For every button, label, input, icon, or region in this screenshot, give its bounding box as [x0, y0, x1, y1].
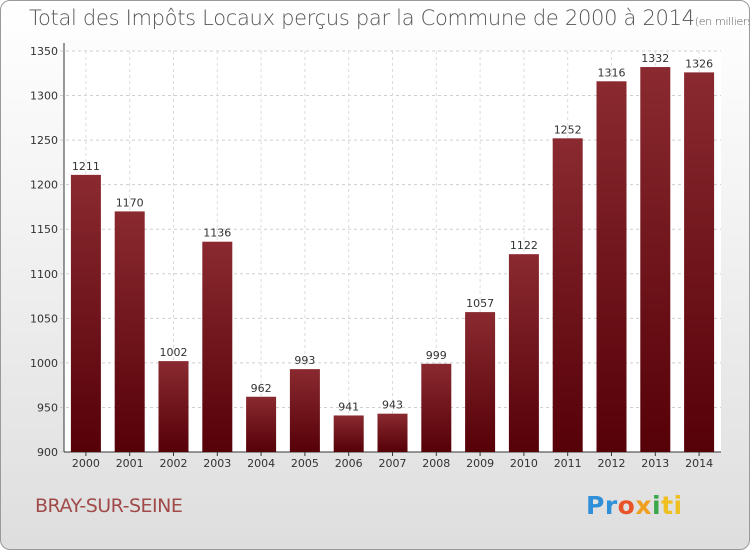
- data-label: 1332: [641, 52, 669, 65]
- bar-2009: [465, 312, 496, 452]
- y-tick-label: 950: [37, 401, 58, 414]
- logo-part-4: i: [651, 491, 662, 520]
- bar-2008: [421, 363, 452, 452]
- data-label: 1211: [72, 160, 100, 173]
- bar-2012: [596, 81, 627, 452]
- commune-name: BRAY-SUR-SEINE: [35, 495, 183, 517]
- y-tick-label: 1100: [30, 268, 58, 281]
- bar-2007: [377, 413, 408, 452]
- data-label: 1136: [203, 227, 231, 240]
- data-label: 962: [251, 382, 272, 395]
- y-tick-label: 1050: [30, 312, 58, 325]
- chart-title-unit: (en milliers d'€): [694, 15, 750, 28]
- y-tick-label: 1250: [30, 134, 58, 147]
- bar-2004: [246, 396, 277, 452]
- x-tick-label: 2002: [160, 457, 188, 470]
- bar-2003: [202, 241, 233, 452]
- x-tick-label: 2007: [379, 457, 407, 470]
- x-tick-label: 2011: [554, 457, 582, 470]
- x-tick-label: 2009: [466, 457, 494, 470]
- data-label: 943: [382, 399, 403, 412]
- x-tick-label: 2000: [72, 457, 100, 470]
- proxiti-logo[interactable]: Proxiti: [586, 491, 683, 520]
- y-tick-label: 1350: [30, 45, 58, 58]
- data-label: 1057: [466, 297, 494, 310]
- data-label: 941: [338, 400, 359, 413]
- x-tick-label: 2001: [116, 457, 144, 470]
- data-label: 993: [294, 354, 315, 367]
- x-tick-label: 2006: [335, 457, 363, 470]
- x-tick-label: 2010: [510, 457, 538, 470]
- x-tick-label: 2008: [422, 457, 450, 470]
- bar-2002: [158, 361, 189, 452]
- logo-part-5: ti: [661, 491, 683, 520]
- chart-title: Total des Impôts Locaux perçus par la Co…: [29, 6, 750, 30]
- bar-2005: [289, 369, 320, 452]
- bar-2001: [114, 211, 145, 452]
- x-tick-label: 2012: [598, 457, 626, 470]
- bar-2006: [333, 415, 364, 452]
- y-tick-label: 1150: [30, 223, 58, 236]
- data-label: 1316: [598, 66, 626, 79]
- logo-part-3: x: [635, 491, 652, 520]
- y-tick-label: 1300: [30, 90, 58, 103]
- x-tick-label: 2004: [247, 457, 275, 470]
- bar-2013: [640, 67, 671, 452]
- y-tick-label: 1200: [30, 179, 58, 192]
- y-tick-label: 1000: [30, 357, 58, 370]
- data-label: 1002: [160, 346, 188, 359]
- data-label: 1326: [685, 57, 713, 70]
- x-tick-label: 2003: [203, 457, 231, 470]
- x-tick-label: 2005: [291, 457, 319, 470]
- x-tick-label: 2013: [641, 457, 669, 470]
- data-label: 1122: [510, 239, 538, 252]
- data-label: 1252: [554, 123, 582, 136]
- bar-2011: [552, 138, 583, 452]
- data-label: 999: [426, 349, 447, 362]
- bar-2014: [684, 72, 715, 453]
- data-label: 1170: [116, 196, 144, 209]
- bar-2010: [508, 254, 539, 452]
- y-tick-label: 900: [37, 446, 58, 459]
- bar-2000: [70, 174, 101, 452]
- x-tick-label: 2014: [685, 457, 713, 470]
- logo-part-1: Pr: [586, 491, 618, 520]
- logo-part-2: o: [617, 491, 636, 520]
